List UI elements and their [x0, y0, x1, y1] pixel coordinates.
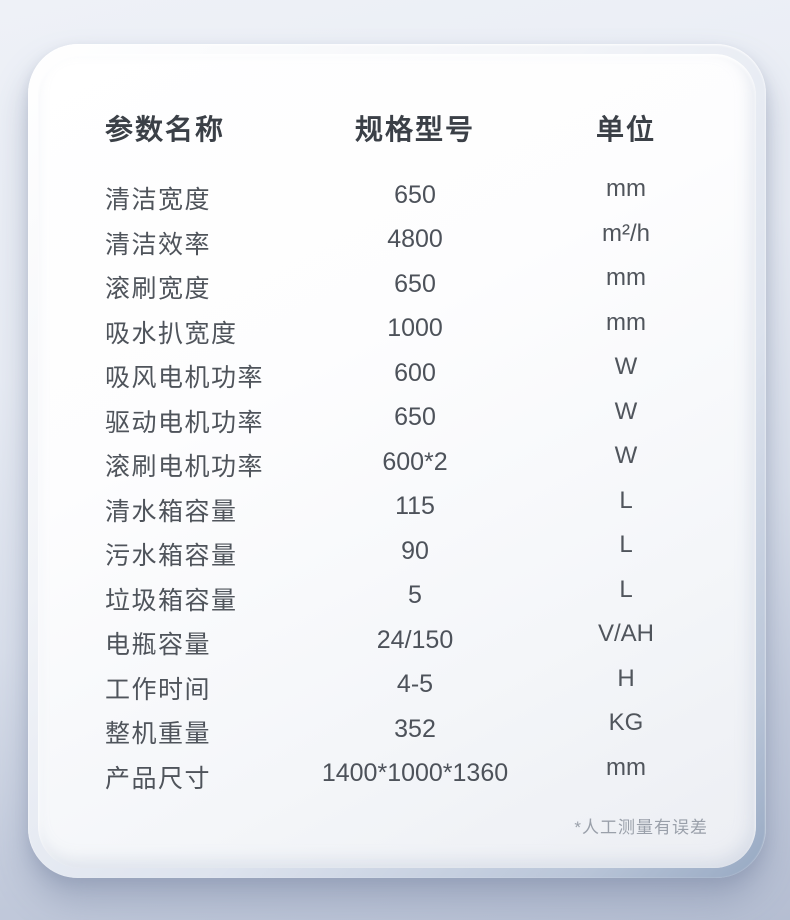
param-unit: KG: [608, 709, 644, 737]
param-name: 整机重量: [105, 720, 212, 749]
param-name: 清水箱容量: [105, 497, 238, 526]
param-unit: m²/h: [602, 219, 650, 247]
header-spec-model: 规格型号: [354, 114, 475, 145]
param-value: 4-5: [396, 670, 434, 699]
param-name: 清洁宽度: [105, 186, 212, 215]
table-row: 吸水扒宽度 1000 mm: [105, 308, 711, 355]
param-value: 1400*1000*1360: [321, 759, 509, 788]
param-name: 驱动电机功率: [105, 408, 265, 437]
table-row: 清水箱容量 115 L: [105, 486, 711, 533]
param-unit: L: [619, 575, 633, 603]
table-row: 滚刷电机功率 600*2 W: [105, 442, 711, 488]
param-value: 1000: [387, 314, 443, 343]
param-value: 90: [401, 536, 429, 565]
param-value: 352: [394, 714, 436, 743]
spec-card-surface: 参数名称 规格型号 单位 清洁宽度 650 mm 清洁效率 4800 m²/h …: [38, 54, 756, 868]
param-name: 垃圾箱容量: [105, 586, 238, 615]
param-value: 600*2: [382, 447, 448, 476]
param-value: 650: [394, 403, 436, 432]
header-unit: 单位: [595, 114, 656, 145]
table-row: 清洁宽度 650 mm: [105, 175, 711, 221]
param-unit: mm: [606, 175, 646, 203]
param-name: 电瓶容量: [105, 631, 212, 660]
param-name: 滚刷电机功率: [105, 453, 265, 482]
param-unit: V/AH: [597, 620, 654, 648]
param-unit: W: [614, 397, 638, 425]
table-row: 整机重量 352 KG: [105, 709, 711, 755]
spec-table: 参数名称 规格型号 单位 清洁宽度 650 mm 清洁效率 4800 m²/h …: [105, 106, 711, 799]
param-value: 115: [395, 492, 435, 521]
param-unit: mm: [606, 753, 646, 781]
param-value: 650: [394, 180, 436, 209]
param-value: 5: [408, 581, 422, 610]
table-row: 污水箱容量 90 L: [105, 531, 711, 577]
table-row: 吸风电机功率 600 W: [105, 353, 711, 399]
param-unit: L: [619, 486, 633, 514]
measurement-disclaimer: *人工测量有误差: [574, 818, 708, 837]
param-name: 清洁效率: [105, 230, 212, 259]
param-unit: mm: [606, 308, 646, 336]
param-name: 吸风电机功率: [105, 364, 265, 393]
table-row: 滚刷宽度 650 mm: [105, 264, 711, 310]
table-row: 清洁效率 4800 m²/h: [105, 219, 711, 266]
param-unit: W: [614, 442, 638, 470]
param-value: 24/150: [376, 625, 454, 654]
table-row: 电瓶容量 24/150 V/AH: [105, 620, 711, 666]
table-row: 垃圾箱容量 5 L: [105, 575, 711, 622]
header-param-name: 参数名称: [105, 114, 226, 145]
param-value: 650: [394, 269, 436, 298]
param-name: 产品尺寸: [105, 764, 212, 793]
param-value: 600: [394, 358, 436, 387]
param-name: 滚刷宽度: [105, 275, 212, 304]
param-unit: mm: [606, 264, 646, 292]
param-name: 工作时间: [105, 675, 212, 704]
param-unit: W: [614, 353, 638, 381]
spec-card: 参数名称 规格型号 单位 清洁宽度 650 mm 清洁效率 4800 m²/h …: [28, 44, 766, 878]
param-name: 吸水扒宽度: [105, 319, 238, 348]
table-row: 工作时间 4-5 H: [105, 664, 711, 711]
param-value: 4800: [387, 225, 443, 254]
table-row: 产品尺寸 1400*1000*1360 mm: [105, 753, 711, 800]
param-name: 污水箱容量: [105, 542, 238, 571]
param-unit: H: [617, 664, 635, 692]
table-row: 驱动电机功率 650 W: [105, 397, 711, 444]
param-unit: L: [619, 531, 633, 559]
table-header-row: 参数名称 规格型号 单位: [105, 106, 711, 150]
